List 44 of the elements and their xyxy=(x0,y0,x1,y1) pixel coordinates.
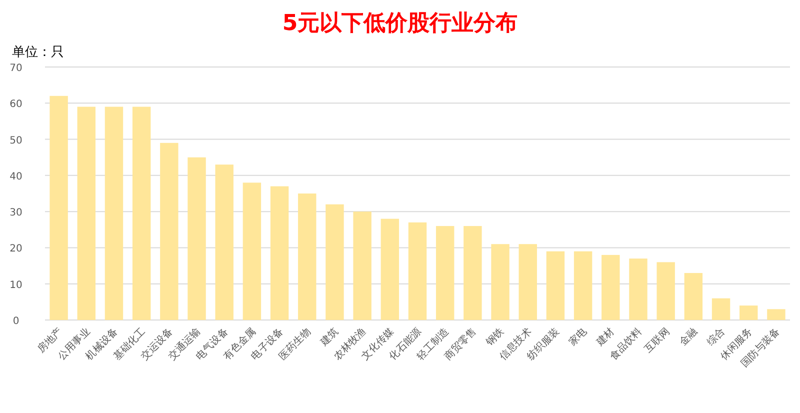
y-tick-label: 0 xyxy=(12,316,20,327)
bar xyxy=(684,273,703,320)
y-tick-label: 10 xyxy=(10,280,22,291)
x-tick-label: 建材 xyxy=(593,326,617,349)
x-tick-label: 建筑 xyxy=(318,326,341,349)
y-tick-label: 20 xyxy=(10,244,22,255)
y-tick-label: 40 xyxy=(10,171,22,182)
bar xyxy=(215,164,234,320)
bar xyxy=(50,96,68,320)
bar xyxy=(518,244,537,320)
x-tick-label: 互联网 xyxy=(642,326,672,356)
bar xyxy=(104,106,124,320)
x-tick-label: 综合 xyxy=(704,326,728,348)
bar xyxy=(656,262,675,320)
bar xyxy=(298,194,316,320)
bar xyxy=(602,254,620,320)
bar xyxy=(574,251,592,320)
x-tick-label: 钢铁 xyxy=(483,326,506,349)
bar xyxy=(353,212,372,320)
bar xyxy=(491,244,510,320)
y-tick-label: 30 xyxy=(10,208,22,219)
y-axis-title: 单位：只 xyxy=(12,45,64,60)
bar xyxy=(160,142,178,320)
bar xyxy=(270,186,289,320)
bar xyxy=(740,306,758,320)
bar xyxy=(77,106,96,320)
bar xyxy=(464,226,482,320)
bar xyxy=(188,157,206,320)
bar xyxy=(326,204,344,320)
y-tick-label: 60 xyxy=(10,99,22,110)
bar xyxy=(629,258,648,320)
bar xyxy=(408,222,427,320)
bar xyxy=(242,182,262,320)
bar xyxy=(546,251,565,320)
bar xyxy=(380,218,400,320)
bar xyxy=(712,298,730,320)
x-tick-label: 家电 xyxy=(566,326,590,348)
x-tick-label: 金融 xyxy=(676,326,700,348)
y-tick-label: 50 xyxy=(10,135,22,146)
y-tick-label: 70 xyxy=(10,63,22,74)
bar xyxy=(132,106,151,320)
chart-title: 5元以下低价股行业分布 xyxy=(282,11,518,36)
bar xyxy=(436,226,454,320)
bar xyxy=(767,309,786,320)
